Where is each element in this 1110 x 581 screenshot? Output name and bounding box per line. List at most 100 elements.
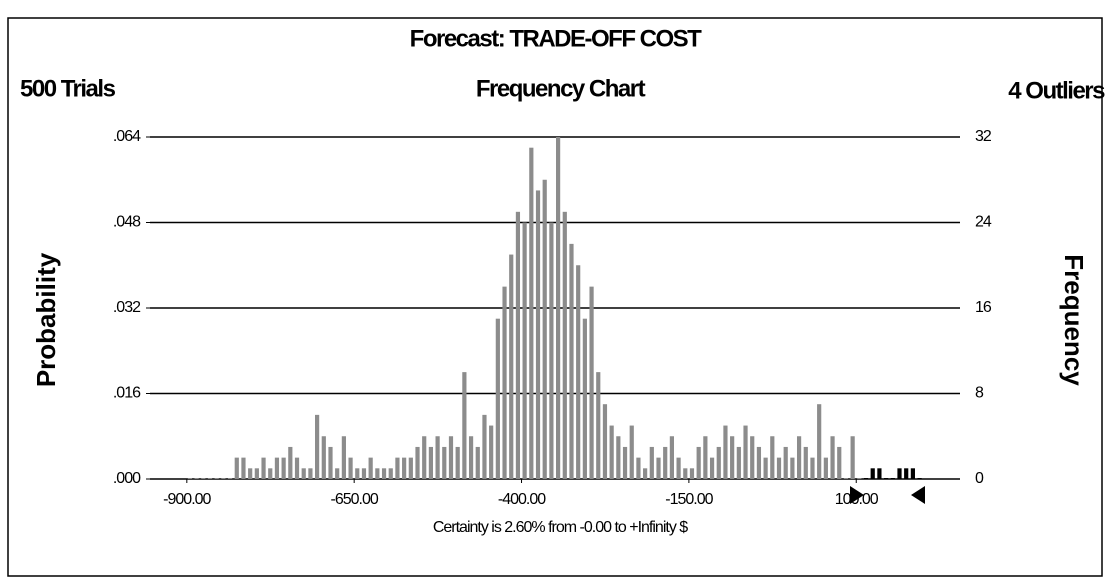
bar bbox=[629, 425, 634, 479]
bar bbox=[281, 457, 286, 479]
y-axis-label: Probability bbox=[31, 252, 61, 387]
bar bbox=[709, 457, 715, 479]
bar bbox=[462, 372, 467, 479]
bar bbox=[783, 446, 788, 479]
bar bbox=[663, 446, 668, 479]
subtitle: Frequency Chart bbox=[476, 75, 646, 102]
y2-axis-label: Frequency bbox=[1059, 254, 1089, 386]
bar bbox=[515, 211, 521, 479]
bar bbox=[194, 478, 199, 479]
bar bbox=[408, 457, 413, 479]
bar bbox=[576, 265, 581, 479]
bar bbox=[402, 457, 407, 479]
bar bbox=[529, 147, 534, 479]
bar bbox=[803, 446, 808, 479]
bar bbox=[877, 468, 882, 479]
bar bbox=[589, 286, 594, 479]
bar bbox=[422, 436, 427, 479]
bar bbox=[288, 446, 293, 479]
bar bbox=[904, 468, 909, 479]
bar bbox=[227, 478, 233, 479]
bar bbox=[837, 446, 842, 479]
bar bbox=[495, 318, 500, 479]
bar bbox=[763, 457, 768, 479]
bar bbox=[870, 468, 875, 479]
bar bbox=[442, 446, 447, 479]
y2-tick-label: 16 bbox=[975, 299, 992, 316]
bar bbox=[556, 137, 561, 479]
bar bbox=[207, 478, 213, 479]
bar bbox=[723, 425, 728, 479]
bar bbox=[549, 222, 554, 479]
y-tick-label: .000 bbox=[113, 470, 141, 487]
bar bbox=[361, 468, 367, 479]
bar bbox=[482, 414, 487, 479]
bar bbox=[268, 468, 273, 479]
bar bbox=[395, 457, 400, 479]
bar bbox=[596, 372, 601, 479]
trials: 500 Trials bbox=[20, 75, 116, 102]
x-tick-label: -400.00 bbox=[498, 491, 546, 508]
bar bbox=[716, 446, 721, 479]
bar bbox=[415, 446, 420, 479]
chart-frame bbox=[7, 17, 1103, 577]
bar bbox=[435, 436, 440, 479]
bar bbox=[201, 478, 206, 479]
bar bbox=[643, 468, 648, 479]
x-axis-label: Certainty is 2.60% from -0.00 to +Infini… bbox=[433, 519, 688, 536]
x-tick-label: -150.00 bbox=[665, 491, 713, 508]
bar bbox=[381, 468, 387, 479]
bar bbox=[241, 457, 246, 479]
y2-tick-label: 0 bbox=[975, 470, 984, 487]
bar bbox=[341, 436, 346, 479]
bar bbox=[609, 425, 614, 479]
bar bbox=[582, 318, 587, 479]
bar bbox=[890, 478, 895, 479]
bar bbox=[274, 457, 280, 479]
y2-tick-label: 32 bbox=[975, 128, 992, 145]
bar bbox=[261, 457, 266, 479]
bar bbox=[602, 404, 608, 479]
bar bbox=[489, 425, 494, 479]
bar bbox=[830, 436, 835, 479]
bar bbox=[736, 446, 741, 479]
bar bbox=[248, 468, 253, 479]
bar bbox=[910, 468, 915, 479]
bar bbox=[368, 457, 373, 479]
bar bbox=[636, 457, 641, 479]
x-tick-label: 100.00 bbox=[835, 491, 879, 508]
bar bbox=[509, 254, 514, 479]
bar bbox=[730, 436, 735, 479]
y-tick-label: .064 bbox=[113, 128, 141, 145]
bar bbox=[535, 190, 541, 479]
x-tick-label: -900.00 bbox=[163, 491, 211, 508]
bar bbox=[616, 436, 621, 479]
bar bbox=[897, 468, 902, 479]
bar bbox=[683, 468, 688, 479]
bar bbox=[676, 457, 681, 479]
bar bbox=[689, 468, 695, 479]
bar bbox=[328, 446, 333, 479]
outliers: 4 Outliers bbox=[1008, 77, 1105, 104]
bar bbox=[335, 468, 340, 479]
y-tick-label: .048 bbox=[113, 214, 141, 231]
bar bbox=[776, 457, 782, 479]
bar bbox=[187, 478, 193, 479]
bar bbox=[301, 468, 306, 479]
certainty-marker bbox=[850, 486, 864, 504]
bar bbox=[294, 457, 300, 479]
bar bbox=[308, 468, 313, 479]
bar bbox=[917, 478, 922, 479]
bar bbox=[656, 457, 661, 479]
bar bbox=[696, 446, 701, 479]
bar bbox=[796, 436, 802, 479]
bar bbox=[703, 436, 708, 479]
bar bbox=[234, 457, 239, 479]
y-tick-label: .032 bbox=[113, 299, 141, 316]
bar bbox=[669, 436, 674, 479]
bar bbox=[455, 446, 460, 479]
bar bbox=[817, 404, 822, 479]
bar bbox=[522, 222, 527, 479]
bar bbox=[743, 425, 748, 479]
